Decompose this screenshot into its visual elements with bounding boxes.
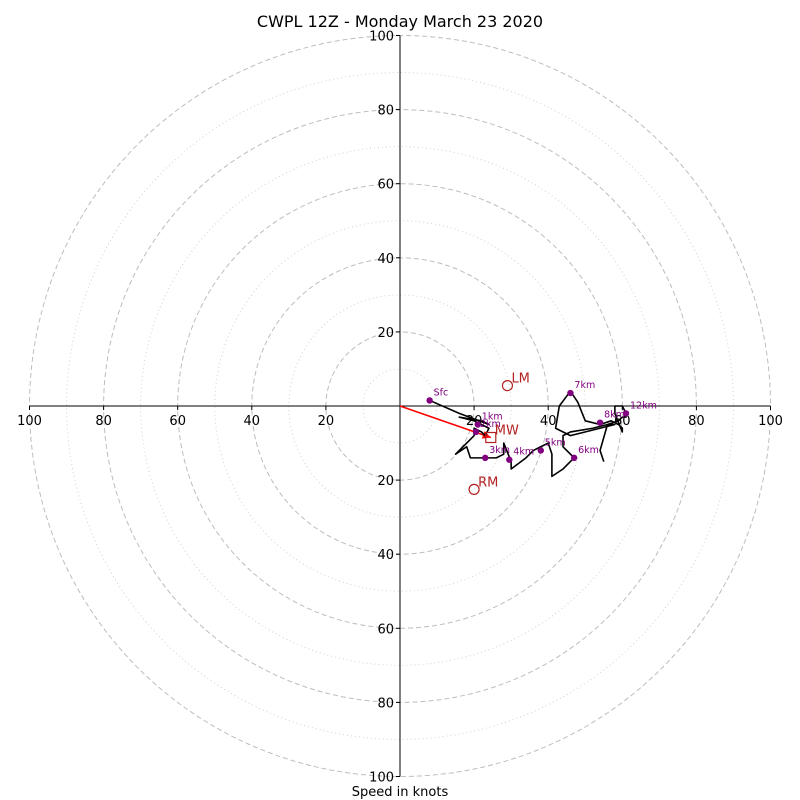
tick-label: 20	[318, 414, 335, 429]
height-label-2km: 2km	[480, 419, 501, 430]
height-label-6km: 6km	[578, 445, 599, 456]
tick-label: 40	[377, 548, 394, 563]
height-marker-2km	[472, 428, 480, 436]
storm-marker-rm	[468, 483, 480, 495]
height-marker-6km	[570, 454, 578, 462]
hodograph-line	[429, 390, 627, 478]
tick-label: 40	[540, 414, 557, 429]
storm-label-mw: MW	[495, 423, 519, 438]
tick-label: 100	[369, 30, 394, 45]
tick-label: 20	[377, 474, 394, 489]
height-marker-4km	[506, 456, 513, 463]
tick-label: 60	[377, 622, 394, 637]
tick-label: 80	[377, 104, 394, 119]
storm-motion-markers: LM MW RM	[468, 372, 530, 495]
tick-label: 60	[377, 178, 394, 193]
x-axis-label: Speed in knots	[352, 785, 449, 800]
height-marker-5km	[537, 447, 544, 454]
height-label-4km: 4km	[513, 447, 534, 458]
height-marker-8km	[596, 419, 604, 426]
tick-label: 80	[688, 414, 705, 429]
storm-label-lm: LM	[511, 372, 529, 387]
height-label-1km: 1km	[482, 412, 503, 423]
tick-label: 100	[369, 771, 394, 786]
storm-label-rm: RM	[478, 475, 498, 490]
tick-label: 100	[17, 414, 42, 429]
storm-marker-lm	[501, 380, 514, 392]
tick-label: 60	[169, 414, 186, 429]
hodograph-trace	[429, 390, 627, 478]
height-label-5km: 5km	[545, 437, 566, 448]
height-marker-12km	[622, 410, 630, 417]
storm-marker-mw	[485, 431, 497, 444]
height-marker-1km	[474, 421, 482, 428]
height-label-3km: 3km	[489, 445, 510, 456]
chart-title: CWPL 12Z - Monday March 23 2020	[257, 12, 543, 31]
tick-label: 100	[758, 414, 783, 429]
tick-label: 80	[95, 414, 112, 429]
height-label-7km: 7km	[574, 380, 595, 391]
tick-label: 20	[377, 326, 394, 341]
height-label-8km: 8km	[604, 410, 625, 421]
tick-label: 80	[377, 696, 394, 711]
height-label-sfc: Sfc	[434, 387, 449, 398]
height-marker-3km	[482, 454, 489, 462]
height-label-12km: 12km	[630, 400, 657, 411]
height-marker-sfc	[426, 397, 433, 404]
height-marker-7km	[567, 389, 574, 397]
tick-label: 40	[244, 414, 261, 429]
tick-label: 40	[377, 252, 394, 267]
